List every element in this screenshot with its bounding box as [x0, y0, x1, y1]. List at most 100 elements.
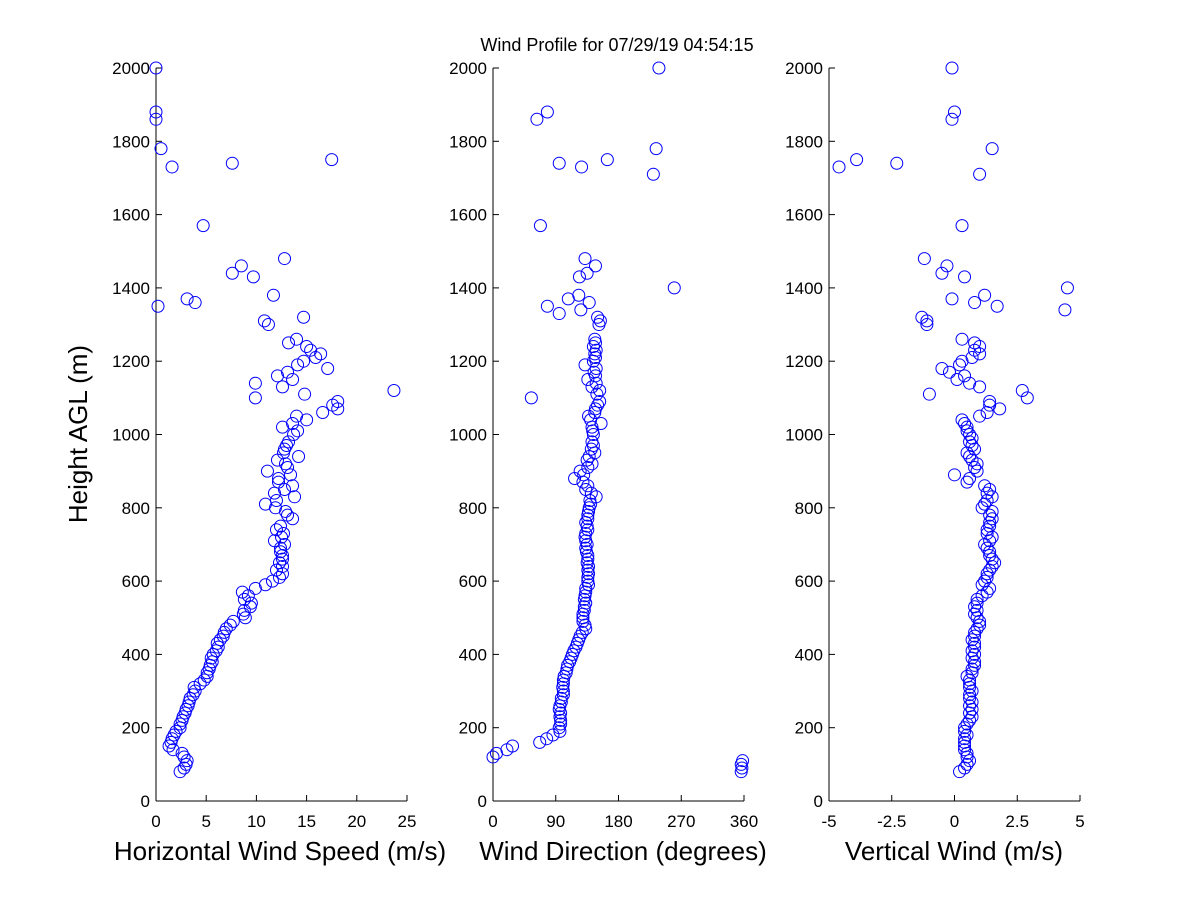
x-tick-label: 15: [297, 812, 316, 831]
y-tick-label: 800: [795, 499, 823, 518]
data-point-direction: [576, 614, 590, 628]
y-tick-label: 200: [122, 719, 150, 738]
data-point-vertical: [960, 728, 974, 742]
y-tick-label: 2000: [785, 59, 823, 78]
data-point-vertical: [950, 373, 964, 387]
panel-horizontal-wind-speed: Horizontal Wind Speed (m/s) 020040060080…: [112, 59, 446, 866]
data-point-vertical: [988, 556, 1002, 570]
data-point-direction: [586, 438, 600, 452]
data-point-speed: [200, 669, 214, 683]
data-point-vertical: [983, 545, 997, 559]
data-point-speed: [237, 592, 251, 606]
data-point-speed: [166, 743, 180, 757]
data-point-direction: [581, 523, 595, 537]
y-tick-label: 1800: [785, 132, 823, 151]
data-point-speed: [278, 482, 292, 496]
data-point-vertical: [973, 409, 987, 423]
data-point-direction: [552, 307, 566, 321]
data-point-vertical: [963, 449, 977, 463]
data-point-speed: [277, 526, 291, 540]
data-point-speed: [154, 142, 168, 156]
data-point-speed: [173, 765, 187, 779]
x-tick-label: 270: [667, 812, 695, 831]
data-point-vertical: [935, 266, 949, 280]
y-tick-label: 600: [795, 572, 823, 591]
data-point-vertical: [850, 153, 864, 167]
data-point-speed: [165, 160, 179, 174]
data-point-vertical: [1020, 391, 1034, 405]
data-point-direction: [588, 351, 602, 365]
data-point-vertical: [968, 625, 982, 639]
y-tick-label: 1800: [112, 132, 150, 151]
data-point-vertical: [973, 347, 987, 361]
data-point-speed: [175, 713, 189, 727]
data-point-vertical: [960, 420, 974, 434]
data-point-direction: [594, 417, 608, 431]
x-axis-label-direction: Wind Direction (degrees): [479, 836, 767, 866]
data-point-direction: [588, 336, 602, 350]
data-point-vertical: [993, 402, 1007, 416]
data-point-direction: [572, 270, 586, 284]
data-point-speed: [248, 391, 262, 405]
panel-wind-direction: Wind Direction (degrees) 0 200 400 600 800 10…: [449, 59, 767, 866]
data-point-vertical: [968, 296, 982, 310]
data-point-vertical: [978, 537, 992, 551]
data-point-direction: [584, 442, 598, 456]
data-point-speed: [238, 611, 252, 625]
data-point-direction: [554, 713, 568, 727]
y-axis-label: Height AGL (m): [63, 345, 93, 523]
data-point-speed: [248, 376, 262, 390]
data-point-speed: [273, 519, 287, 533]
data-point-vertical: [963, 754, 977, 768]
data-point-vertical: [963, 680, 977, 694]
data-point-direction: [588, 406, 602, 420]
y-tick-label: 0: [141, 792, 150, 811]
x-tick-label: 0: [151, 812, 160, 831]
data-point-speed: [290, 332, 304, 346]
x-tick-label: 0: [950, 812, 959, 831]
data-point-direction: [489, 746, 503, 760]
data-point-direction: [589, 362, 603, 376]
data-point-speed: [273, 545, 287, 559]
data-point-direction: [586, 354, 600, 368]
data-point-vertical: [965, 351, 979, 365]
y-tick-label: 1000: [785, 426, 823, 445]
data-point-speed: [281, 460, 295, 474]
data-point-vertical: [963, 699, 977, 713]
data-point-speed: [276, 548, 290, 562]
data-point-speed: [273, 541, 287, 555]
data-point-speed: [162, 739, 176, 753]
data-point-speed: [186, 688, 200, 702]
data-point-speed: [178, 706, 192, 720]
y-tick-label: 400: [459, 645, 487, 664]
x-tick-label: 0: [488, 812, 497, 831]
data-point-vertical: [968, 658, 982, 672]
y-tick-label: 0: [478, 792, 487, 811]
data-point-vertical: [985, 530, 999, 544]
data-point-vertical: [958, 417, 972, 431]
data-point-speed: [290, 409, 304, 423]
data-point-vertical: [960, 475, 974, 489]
data-point-speed: [325, 153, 339, 167]
y-tick-label: 600: [459, 572, 487, 591]
data-point-direction: [646, 167, 660, 181]
data-point-direction: [586, 340, 600, 354]
data-point-vertical: [955, 413, 969, 427]
data-point-speed: [279, 457, 293, 471]
data-point-speed: [297, 310, 311, 324]
data-point-vertical: [985, 142, 999, 156]
data-point-direction: [591, 398, 605, 412]
data-point-speed: [286, 512, 300, 526]
data-point-vertical: [965, 702, 979, 716]
data-point-direction: [593, 384, 607, 398]
data-point-speed: [276, 380, 290, 394]
data-point-direction: [574, 303, 588, 317]
y-tick-label: 1200: [112, 352, 150, 371]
data-point-speed: [223, 618, 237, 632]
y-tick-label: 1400: [112, 279, 150, 298]
data-point-speed: [276, 567, 290, 581]
data-point-direction: [585, 457, 599, 471]
data-point-speed: [258, 578, 272, 592]
y-tick-label: 1200: [785, 352, 823, 371]
data-point-vertical: [980, 567, 994, 581]
